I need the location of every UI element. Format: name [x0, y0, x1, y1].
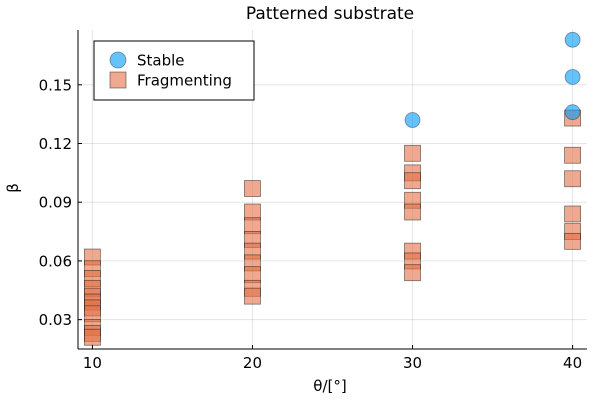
legend-marker-stable: [109, 51, 127, 69]
data-point-fragmenting: [244, 287, 261, 305]
x-tick-label: 30: [403, 354, 422, 372]
legend-label-stable: Stable: [137, 52, 185, 70]
tick-layer: 10 20 30 40 0.03 0.06 0.09 0.12 0.15: [39, 76, 583, 372]
data-point-fragmenting: [404, 172, 421, 190]
legend: Stable Fragmenting: [93, 40, 255, 101]
data-point-fragmenting: [564, 205, 581, 223]
x-tick-label: 20: [243, 354, 262, 372]
y-tick-label: 0.09: [39, 194, 72, 212]
data-point-stable: [564, 104, 581, 121]
x-axis-title: θ/[°]: [313, 377, 346, 395]
data-point-fragmenting: [404, 203, 421, 221]
axis-layer: [77, 30, 587, 350]
data-point-fragmenting: [84, 328, 101, 346]
y-axis-title: β: [4, 183, 22, 193]
data-point-stable: [564, 69, 581, 85]
y-tick-label: 0.12: [39, 135, 72, 153]
data-point-fragmenting: [564, 146, 581, 164]
x-tick-label: 40: [563, 354, 582, 372]
legend-box: [93, 40, 255, 101]
data-point-fragmenting: [404, 144, 421, 162]
y-tick-label: 0.06: [39, 252, 72, 270]
legend-label-fragmenting: Fragmenting: [137, 72, 232, 90]
chart-title: Patterned substrate: [246, 4, 414, 24]
x-tick-label: 10: [83, 354, 102, 372]
data-point-fragmenting: [564, 232, 581, 250]
data-point-fragmenting: [244, 180, 261, 197]
data-point-stable: [564, 31, 581, 48]
y-tick-label: 0.15: [39, 76, 72, 94]
data-point-stable: [404, 112, 421, 128]
data-point-fragmenting: [564, 170, 581, 188]
points-layer: [84, 31, 581, 346]
y-tick-label: 0.03: [39, 311, 72, 329]
legend-marker-fragmenting: [109, 71, 127, 89]
data-point-fragmenting: [404, 264, 421, 282]
